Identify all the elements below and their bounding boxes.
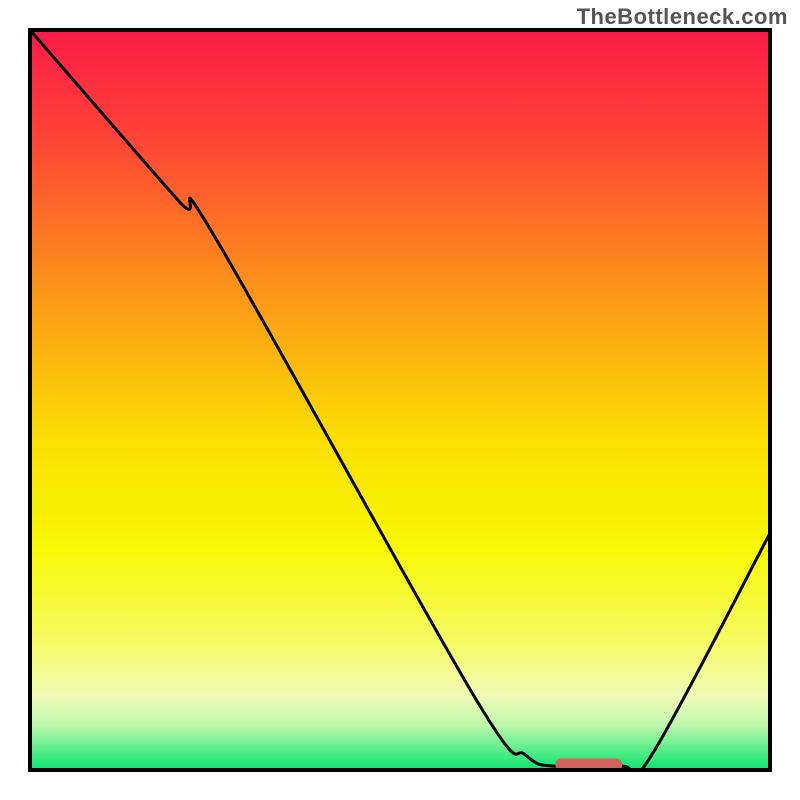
plot-background <box>30 30 770 770</box>
chart-container: TheBottleneck.com <box>0 0 800 800</box>
watermark-text: TheBottleneck.com <box>577 4 788 30</box>
bottleneck-chart <box>0 0 800 800</box>
